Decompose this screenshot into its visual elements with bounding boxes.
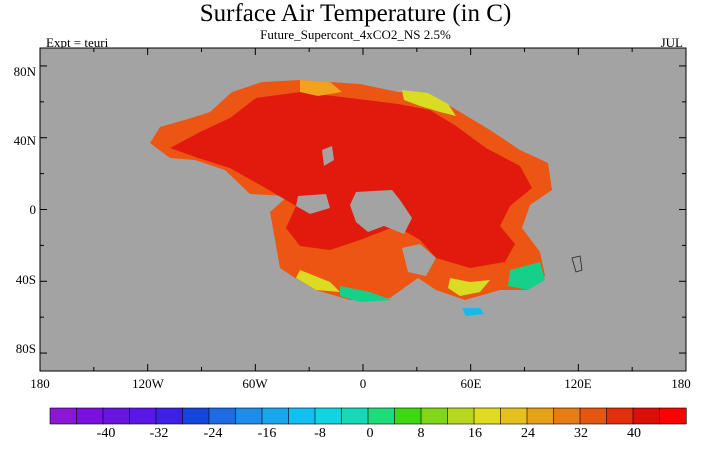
colorbar-swatch bbox=[182, 407, 210, 425]
colorbar-swatch bbox=[447, 407, 475, 425]
colorbar-label-m40: -40 bbox=[96, 426, 116, 441]
colorbar-swatch bbox=[632, 407, 661, 425]
land-hot-core bbox=[170, 92, 532, 268]
supercontinent bbox=[150, 80, 583, 316]
colorbar-label-m16: -16 bbox=[257, 426, 277, 441]
colorbar-swatch bbox=[500, 407, 528, 425]
land-cool-fringe-southeast bbox=[448, 278, 490, 296]
colorbar-label-16: 16 bbox=[468, 426, 482, 441]
colorbar-label-m32: -32 bbox=[149, 426, 169, 441]
island-south bbox=[462, 308, 484, 316]
x-tick-120w: 120W bbox=[132, 376, 164, 391]
colorbar-swatch bbox=[155, 407, 184, 425]
y-tick-40s: 40S bbox=[15, 272, 36, 287]
colorbar-label-0: 0 bbox=[366, 426, 374, 441]
land-cool-fringe-north bbox=[402, 90, 456, 116]
colorbar-label-8: 8 bbox=[417, 426, 425, 441]
colorbar-label-m24: -24 bbox=[203, 426, 223, 441]
colorbar-swatch bbox=[659, 407, 687, 425]
x-tick-180w: 180 bbox=[30, 376, 50, 391]
colorbar-label-40: 40 bbox=[627, 426, 641, 441]
inland-sea-south bbox=[402, 244, 436, 276]
colorbar-swatch bbox=[394, 407, 422, 425]
y-tick-40n: 40N bbox=[13, 133, 36, 148]
colorbar-swatch bbox=[288, 407, 316, 425]
colorbar-label-32: 32 bbox=[574, 426, 588, 441]
colorbar-swatch bbox=[473, 407, 502, 425]
x-tick-60e: 60E bbox=[460, 376, 482, 391]
colorbar-swatch bbox=[553, 407, 581, 425]
colorbar-swatch bbox=[526, 407, 555, 425]
x-tick-180e: 180 bbox=[671, 376, 691, 391]
colorbar-swatch bbox=[129, 407, 157, 425]
colorbar-label-24: 24 bbox=[521, 426, 535, 441]
colorbar-swatch bbox=[76, 407, 104, 425]
experiment-label: Expt = teuri bbox=[46, 35, 109, 50]
colorbar-swatch bbox=[314, 407, 343, 425]
inland-lake-north bbox=[322, 146, 334, 166]
inland-sea-central bbox=[350, 190, 412, 234]
x-tick-0: 0 bbox=[359, 376, 367, 391]
colorbar-swatch bbox=[579, 407, 608, 425]
colorbar-swatch bbox=[367, 407, 396, 425]
colorbar-swatch bbox=[420, 407, 449, 425]
month-label: JUL bbox=[660, 35, 683, 50]
colorbar-swatch bbox=[208, 407, 237, 425]
chart-title: Surface Air Temperature (in C) bbox=[199, 0, 512, 27]
x-tick-60w: 60W bbox=[242, 376, 268, 391]
colorbar-swatch bbox=[341, 407, 369, 425]
colorbar-label-m8: -8 bbox=[314, 426, 326, 441]
colorbar-swatch bbox=[261, 407, 290, 425]
island-east bbox=[571, 255, 583, 273]
colorbar-swatch bbox=[606, 407, 634, 425]
colorbar-swatch bbox=[102, 407, 131, 425]
land-cool-fringe-south bbox=[296, 270, 340, 292]
y-tick-80n: 80N bbox=[13, 64, 36, 79]
colorbar-swatch bbox=[49, 407, 78, 425]
colorbar-swatch bbox=[235, 407, 263, 425]
inland-sea-west bbox=[296, 194, 330, 214]
x-tick-120e: 120E bbox=[564, 376, 592, 391]
land-mild-fringe-north bbox=[300, 80, 342, 96]
colorbar bbox=[49, 407, 687, 425]
land-cold-fringe-southeast bbox=[508, 262, 545, 290]
land-cold-fringe-south bbox=[340, 286, 392, 302]
y-tick-0: 0 bbox=[29, 202, 37, 217]
chart-subtitle: Future_Supercont_4xCO2_NS 2.5% bbox=[260, 27, 451, 42]
axis-ticks bbox=[39, 48, 687, 371]
y-tick-80s: 80S bbox=[15, 341, 36, 356]
